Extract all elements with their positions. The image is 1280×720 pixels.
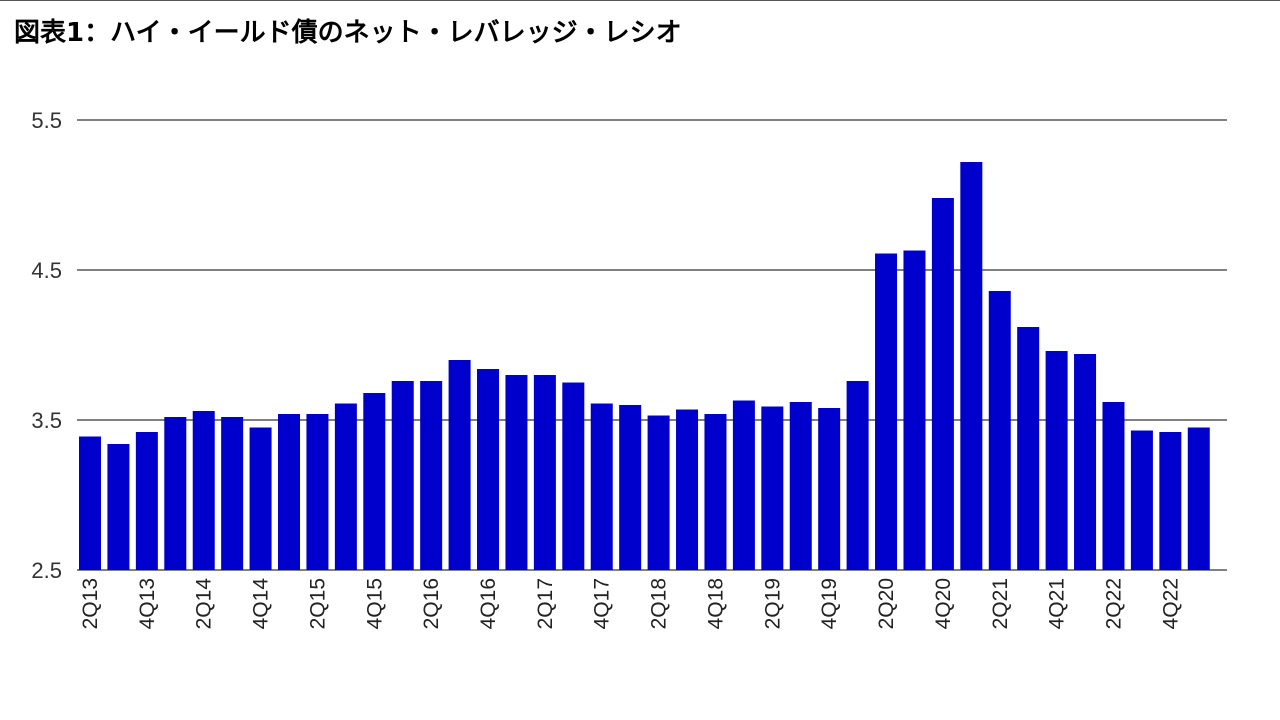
bar-2Q22 xyxy=(1102,402,1125,570)
bar-1Q18 xyxy=(619,405,642,570)
x-tick-label: 4Q13 xyxy=(136,578,159,629)
bar-4Q18 xyxy=(704,414,727,570)
y-axis-ticks: 5.5 4.5 3.5 2.5 xyxy=(31,108,62,583)
bar-4Q19 xyxy=(818,408,841,570)
bar-1Q14 xyxy=(164,417,187,570)
bar-3Q13 xyxy=(107,444,130,570)
bar-3Q19 xyxy=(789,402,812,570)
x-tick-label: 2Q16 xyxy=(420,578,443,629)
x-tick-label: 2Q19 xyxy=(761,578,784,629)
x-axis-ticks: 2Q13 4Q13 2Q14 4Q14 2Q15 4Q15 2Q16 4Q16 2Q17 4Q17… xyxy=(79,578,1182,630)
bar-1Q20 xyxy=(846,381,869,570)
x-tick-label: 2Q21 xyxy=(989,578,1012,629)
bar-4Q20 xyxy=(931,198,954,570)
y-tick-label: 4.5 xyxy=(31,258,62,283)
bar-1Q19 xyxy=(732,400,755,570)
x-tick-label: 2Q15 xyxy=(306,578,329,629)
x-tick-label: 4Q19 xyxy=(818,578,841,629)
bar-3Q17 xyxy=(562,382,585,570)
y-tick-label: 5.5 xyxy=(31,108,62,133)
x-tick-label: 2Q17 xyxy=(534,578,557,629)
bar-3Q22 xyxy=(1130,430,1153,570)
bar-1Q23 xyxy=(1187,427,1210,570)
bar-1Q16 xyxy=(391,381,414,570)
bar-1Q15 xyxy=(278,414,301,570)
y-tick-label: 2.5 xyxy=(31,558,62,583)
bar-4Q21 xyxy=(1045,351,1068,570)
top-border-line xyxy=(0,0,1280,1)
x-tick-label: 4Q15 xyxy=(363,578,386,629)
bar-4Q15 xyxy=(363,393,386,570)
bar-1Q17 xyxy=(505,375,528,570)
bar-4Q16 xyxy=(477,369,500,570)
x-tick-label: 4Q16 xyxy=(477,578,500,629)
bar-2Q18 xyxy=(647,415,670,570)
bar-4Q14 xyxy=(249,427,272,570)
bar-3Q16 xyxy=(448,360,471,570)
bar-2Q15 xyxy=(306,414,329,570)
x-tick-label: 4Q21 xyxy=(1046,578,1069,629)
bar-3Q15 xyxy=(334,403,357,570)
y-tick-label: 3.5 xyxy=(31,408,62,433)
bar-2Q13 xyxy=(79,436,101,570)
bar-2Q19 xyxy=(761,406,784,570)
x-tick-label: 2Q22 xyxy=(1102,578,1125,629)
x-tick-label: 4Q14 xyxy=(250,578,273,630)
bars xyxy=(79,162,1210,570)
chart-title: 図表1：ハイ・イールド債のネット・レバレッジ・レシオ xyxy=(14,18,682,48)
bar-2Q14 xyxy=(192,411,215,570)
bar-2Q17 xyxy=(533,375,556,570)
bar-4Q13 xyxy=(135,432,158,570)
x-tick-label: 4Q17 xyxy=(591,578,614,629)
bar-3Q18 xyxy=(676,409,699,570)
x-tick-label: 4Q20 xyxy=(932,578,955,629)
x-tick-label: 2Q13 xyxy=(79,578,102,629)
x-tick-label: 2Q20 xyxy=(875,578,898,629)
x-tick-label: 2Q18 xyxy=(648,578,671,629)
x-tick-label: 4Q22 xyxy=(1159,578,1182,629)
x-tick-label: 2Q14 xyxy=(193,578,216,630)
bar-1Q22 xyxy=(1074,354,1097,570)
bar-1Q21 xyxy=(960,162,983,570)
bar-2Q20 xyxy=(875,253,898,570)
bar-3Q20 xyxy=(903,250,926,570)
bar-2Q16 xyxy=(420,381,443,570)
bar-4Q22 xyxy=(1159,432,1182,570)
bar-4Q17 xyxy=(590,403,613,570)
bar-2Q21 xyxy=(988,291,1011,570)
bar-3Q21 xyxy=(1017,327,1040,570)
bar-3Q14 xyxy=(221,417,244,570)
x-tick-label: 4Q18 xyxy=(704,578,727,629)
